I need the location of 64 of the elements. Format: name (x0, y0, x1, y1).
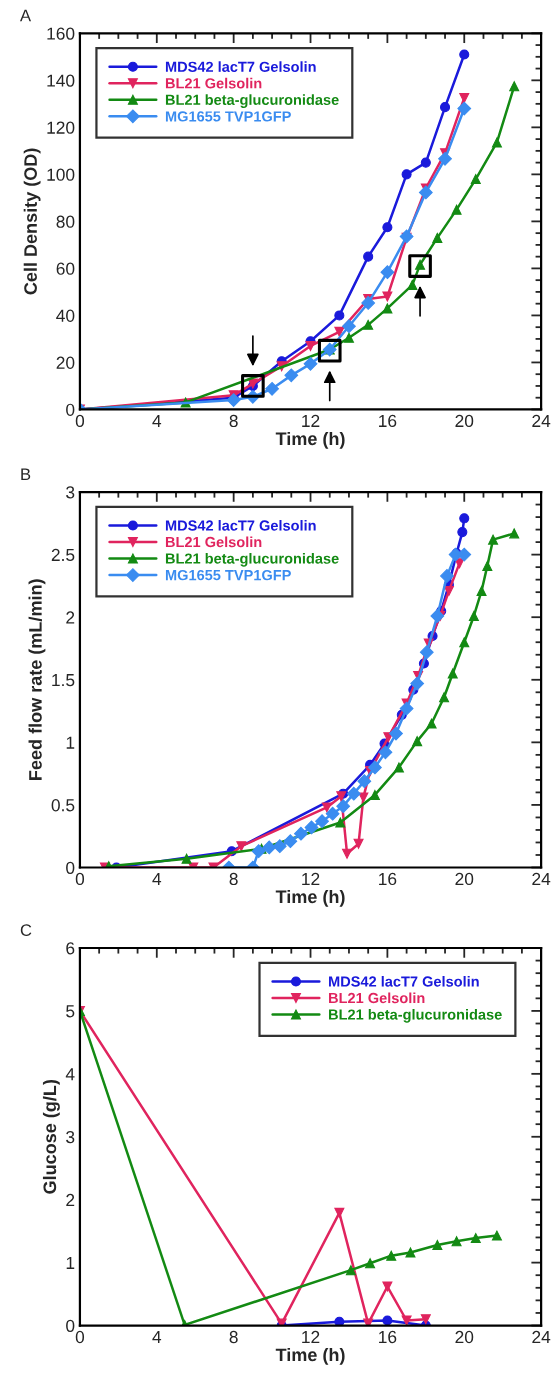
x-tick-label: 8 (229, 872, 238, 886)
y-axis-title: Feed flow rate (mL/min) (28, 579, 46, 780)
x-tick-label: 24 (532, 414, 551, 427)
y-tick-label: 5 (66, 1005, 75, 1018)
y-tick-label: 3 (66, 486, 75, 499)
x-tick-label: 24 (532, 1330, 551, 1343)
y-tick-label: 1 (66, 1256, 75, 1269)
x-tick-label: 8 (229, 1330, 238, 1344)
legend-label: MG1655 TVP1GFP (165, 111, 291, 122)
legend-label: BL21 beta-glucuronidase (165, 94, 339, 108)
y-tick-label: 0 (66, 861, 75, 874)
y-tick-label: 60 (56, 262, 75, 275)
legend-label: MDS42 lacT7 Gelsolin (165, 61, 316, 72)
legend-label: MDS42 lacT7 Gelsolin (165, 519, 316, 531)
chart-title: B (21, 468, 31, 480)
legend-label: BL21 Gelsolin (165, 77, 262, 89)
y-tick-label: 40 (56, 309, 75, 322)
legend-label: BL21 beta-glucuronidase (165, 552, 339, 567)
y-tick-label: 6 (66, 942, 75, 955)
x-tick-label: 4 (152, 1331, 162, 1343)
y-tick-label: 0.5 (51, 799, 75, 812)
y-tick-label: 20 (56, 356, 75, 369)
y-tick-label: 2.5 (51, 548, 75, 562)
y-tick-label: 140 (47, 74, 75, 87)
legend-label: MG1655 TVP1GFP (165, 569, 291, 581)
x-tick-label: 0 (75, 1330, 85, 1344)
legend-label: BL21 Gelsolin (165, 536, 262, 548)
chart-title: A (20, 9, 32, 22)
x-tick-label: 12 (302, 414, 320, 427)
y-tick-label: 1 (66, 736, 75, 749)
y-tick-label: 2 (66, 611, 75, 624)
y-tick-label: 2 (66, 1193, 75, 1206)
x-tick-label: 0 (75, 414, 85, 428)
x-tick-label: 16 (379, 1330, 397, 1344)
y-tick-label: 4 (65, 1068, 75, 1081)
legend-label: MDS42 lacT7 Gelsolin (329, 975, 479, 987)
chart-title: C (20, 924, 32, 937)
x-tick-label: 20 (455, 1330, 474, 1344)
x-tick-label: 16 (379, 872, 397, 886)
x-tick-label: 12 (302, 872, 320, 885)
legend-label: BL21 beta-glucuronidase (329, 1008, 502, 1023)
x-axis-title: Time (h) (275, 431, 345, 449)
x-tick-label: 20 (455, 872, 474, 886)
y-tick-label: 0 (66, 403, 75, 416)
y-tick-label: 1.5 (52, 674, 75, 687)
x-tick-label: 16 (379, 414, 397, 428)
y-axis-title: Cell Density (OD) (23, 148, 41, 295)
x-tick-label: 12 (302, 1330, 320, 1343)
y-tick-label: 120 (47, 121, 75, 134)
x-axis-title: Time (h) (275, 889, 345, 907)
y-tick-label: 0 (66, 1319, 75, 1332)
x-tick-label: 4 (152, 873, 162, 885)
x-tick-label: 8 (229, 414, 238, 428)
x-tick-label: 24 (532, 872, 551, 885)
x-tick-label: 4 (152, 414, 162, 427)
y-tick-label: 3 (66, 1130, 75, 1144)
x-tick-label: 20 (455, 414, 474, 428)
legend-label: BL21 Gelsolin (329, 992, 425, 1004)
x-axis-title: Time (h) (275, 1347, 345, 1365)
y-tick-label: 160 (47, 27, 75, 40)
x-tick-label: 0 (75, 872, 85, 886)
y-tick-label: 100 (47, 168, 75, 181)
y-tick-label: 80 (56, 215, 75, 228)
y-axis-title: Glucose (g/L) (42, 1079, 60, 1194)
